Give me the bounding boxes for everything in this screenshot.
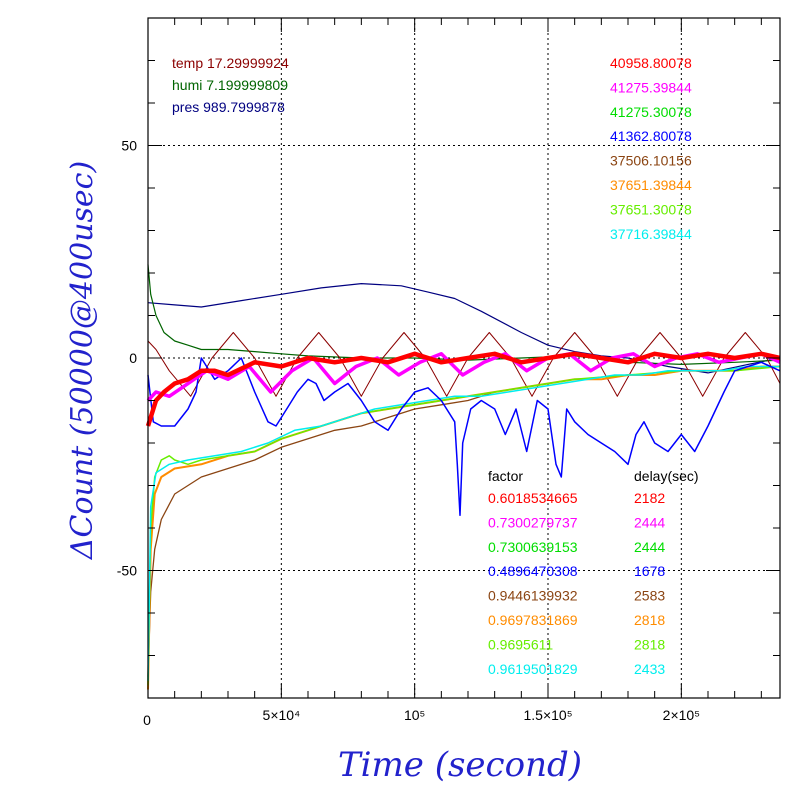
data-series [145, 264, 781, 690]
delay-value: 2182 [634, 490, 665, 506]
env-legend-pres: pres 989.7999878 [172, 99, 285, 115]
series-line-2 [147, 332, 781, 397]
series-line-4 [147, 365, 780, 690]
delay-value: 1678 [634, 563, 665, 579]
factor-value: 0.6018534665 [488, 490, 578, 506]
env-legend-humi: humi 7.199999809 [172, 77, 288, 93]
counts-legend-entry: 41275.39844 [610, 79, 692, 95]
y-axis-title: ΔCount (50000@400usec) [65, 161, 100, 560]
x-tick-label: 10⁵ [404, 707, 425, 723]
factor-value: 0.9446139932 [488, 588, 578, 604]
x-tick-label: 1.5×10⁵ [523, 707, 572, 723]
factor-header: factor [488, 468, 523, 484]
series-line-1 [147, 264, 781, 365]
delay-value: 2818 [634, 612, 665, 628]
x-tick-label: 2×10⁵ [663, 707, 700, 723]
y-tick-label: 50 [121, 138, 137, 154]
plot-frame [147, 17, 781, 699]
series-line-5 [147, 365, 781, 686]
legends: temp 17.29999924 humi 7.199999809 pres 989… [172, 55, 699, 677]
counts-legend-entry: 37651.39844 [610, 177, 692, 193]
series-line-6 [147, 365, 780, 682]
factor-value: 0.9697831869 [488, 612, 578, 628]
factor-value: 0.7300639153 [488, 539, 578, 555]
delay-value: 2583 [634, 588, 665, 604]
env-legend-temp: temp 17.29999924 [172, 55, 289, 71]
counts-legend-entry: 40958.80078 [610, 55, 692, 71]
counts-legend-entry: 37716.39844 [610, 226, 692, 242]
factor-value: 0.9619501829 [488, 661, 578, 677]
y-tick-label: 0 [129, 350, 137, 366]
series-line-9 [145, 351, 781, 427]
delay-value: 2818 [634, 636, 665, 652]
factor-value: 0.7300279737 [488, 514, 578, 530]
delay-value: 2444 [634, 514, 665, 530]
counts-legend-entry: 41275.30078 [610, 104, 692, 120]
x-tick-label: 0 [143, 712, 151, 728]
delay-value: 2444 [634, 539, 665, 555]
delay-value: 2433 [634, 661, 665, 677]
series-line-7 [147, 357, 781, 517]
tick-labels: 0 5×10⁴ 10⁵ 1.5×10⁵ 2×10⁵ -50 0 50 [117, 138, 700, 729]
factor-value: 0.4896470308 [488, 563, 578, 579]
series-line-3 [147, 365, 780, 677]
counts-legend-entry: 37506.10156 [610, 153, 692, 169]
y-tick-label: -50 [117, 563, 137, 579]
counts-legend-entry: 41362.80078 [610, 128, 692, 144]
delay-header: delay(sec) [634, 468, 699, 484]
x-axis-title: Time (second) [338, 745, 582, 785]
factor-value: 0.9695611 [488, 636, 553, 652]
series-line-8 [146, 352, 781, 402]
x-tick-label: 5×10⁴ [263, 707, 301, 723]
counts-legend-entry: 37651.30078 [610, 201, 692, 217]
axis-ticks [147, 17, 780, 699]
